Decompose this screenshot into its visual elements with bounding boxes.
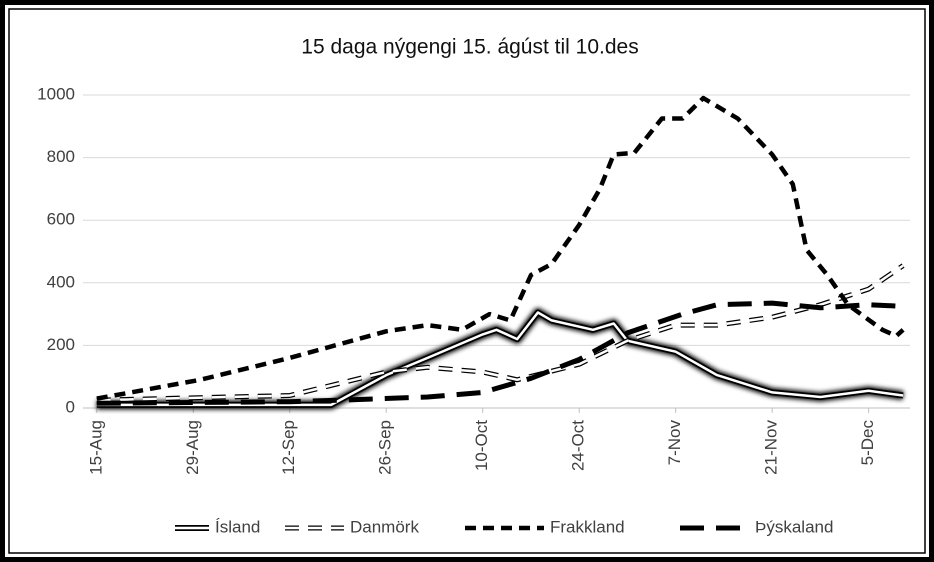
legend-label: Frakkland (550, 517, 625, 536)
x-tick-label: 5-Dec (858, 420, 877, 466)
series-line (96, 95, 905, 401)
x-tick-label: 26-Sep (376, 420, 395, 475)
legend-label: Þýskaland (755, 517, 833, 536)
y-tick-label: 200 (47, 335, 75, 354)
x-tick-label: 12-Sep (279, 420, 298, 475)
y-tick-label: 400 (47, 272, 75, 291)
y-tick-label: 1000 (37, 84, 75, 103)
x-tick-label: 7-Nov (665, 420, 684, 466)
x-tick-label: 29-Aug (183, 420, 202, 475)
legend-label: Ísland (215, 517, 260, 536)
inner-border (8, 8, 926, 554)
legend-label: Danmörk (350, 517, 419, 536)
series-line (96, 264, 904, 402)
y-tick-label: 800 (47, 147, 75, 166)
x-tick-label: 15-Aug (86, 420, 105, 475)
chart-title: 15 daga nýgengi 15. ágúst til 10.des (301, 36, 638, 59)
x-tick-label: 24-Oct (569, 420, 588, 471)
series-line (96, 300, 904, 406)
y-tick-label: 0 (66, 397, 75, 416)
x-tick-label: 21-Nov (762, 420, 781, 475)
x-tick-label: 10-Oct (472, 420, 491, 471)
series-line (96, 311, 904, 407)
y-tick-label: 600 (47, 210, 75, 229)
